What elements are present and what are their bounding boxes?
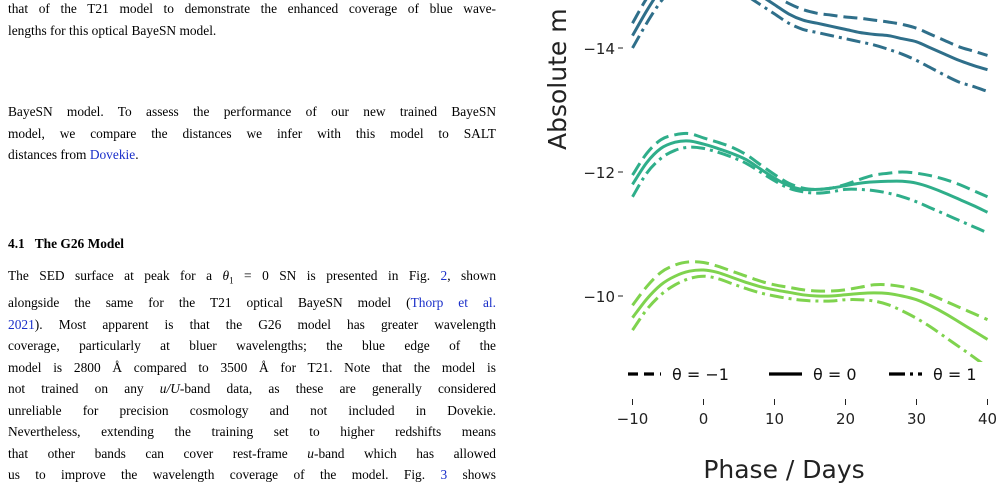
- body-text: , shown: [447, 268, 497, 283]
- body-line: coverage, particularly at bluer waveleng…: [8, 338, 496, 354]
- intro-paragraph: BayeSN model. To assess the performance …: [8, 101, 496, 166]
- body-line: The SED surface at peak for a θ1 = 0 SN …: [8, 265, 496, 292]
- curve-layer: [631, 0, 989, 362]
- section-number: 4.1: [8, 236, 25, 251]
- x-tick-label: −10: [617, 410, 649, 428]
- body-line: 2021). Most apparent is that the G26 mod…: [8, 314, 496, 336]
- thorp-year-link[interactable]: 2021: [8, 316, 35, 332]
- series-line-2: [631, 0, 988, 93]
- legend-label: θ = −1: [672, 365, 729, 384]
- body-line: Nevertheless, extending the training set…: [8, 424, 496, 440]
- series-line-3: [631, 139, 989, 214]
- body-text: ). Most apparent is that the G26 model h…: [34, 316, 496, 332]
- caption-line: that of the T21 model to demonstrate the…: [8, 1, 496, 16]
- x-tick-layer: −10 0 10 20 30 40: [617, 399, 997, 428]
- figure-3-link[interactable]: 3: [440, 467, 448, 483]
- series-line-8: [631, 274, 983, 362]
- theta-subscript: 1: [229, 275, 234, 286]
- section-heading: 4.1 The G26 Model: [8, 236, 134, 252]
- series-line-6: [631, 268, 989, 341]
- body-text: us to improve the wavelength coverage of…: [8, 467, 441, 483]
- y-tick-label: −12: [583, 164, 615, 182]
- caption-line: lengths for this optical BayeSN model.: [8, 22, 217, 38]
- theta-symbol: θ: [222, 268, 230, 283]
- body-text: -band data, as these are generally consi…: [179, 381, 496, 397]
- series-line-1: [631, 0, 988, 57]
- figure-2-link[interactable]: 2: [440, 268, 448, 283]
- band-name: u/U: [159, 381, 180, 397]
- x-tick-label: 40: [978, 410, 997, 428]
- section-title: The G26 Model: [34, 236, 125, 251]
- intro-end-suffix: .: [135, 147, 139, 162]
- body-text: The SED surface at peak for a: [8, 268, 223, 283]
- y-axis-label: Absolute m: [543, 8, 572, 150]
- body-line: unreliable for precision cosmology and n…: [8, 402, 496, 418]
- body-line: us to improve the wavelength coverage of…: [8, 464, 496, 486]
- x-tick-label: 10: [765, 410, 784, 428]
- y-tick-label: −10: [583, 288, 615, 306]
- x-tick-label: 20: [836, 410, 855, 428]
- series-line-5: [631, 145, 989, 235]
- figure-caption-fragment: that of the T21 model to demonstrate the…: [8, 0, 496, 41]
- body-paragraph: The SED surface at peak for a θ1 = 0 SN …: [8, 265, 496, 486]
- chart-legend: θ = −1 θ = 0 θ = 1: [628, 365, 977, 384]
- y-tick-label: −14: [583, 40, 615, 58]
- body-text: alongside the same for the T21 optical B…: [8, 295, 411, 311]
- x-axis-label: Phase / Days: [703, 455, 864, 484]
- body-text: = 0 SN is presented in Fig.: [233, 268, 441, 283]
- series-line-4: [631, 131, 989, 199]
- legend-label: θ = 1: [933, 365, 977, 384]
- band-name: u: [307, 445, 314, 461]
- body-line: that other bands can cover rest-frame u-…: [8, 443, 496, 465]
- body-text: that other bands can cover rest-frame: [8, 445, 308, 461]
- intro-line: BayeSN model. To assess the performance …: [8, 104, 496, 119]
- y-tick-layer: −14 −12 −10: [583, 40, 623, 306]
- intro-line-last: distances from Dovekie.: [8, 144, 496, 166]
- series-line-0: [631, 0, 988, 72]
- body-text: -band which has allowed: [313, 445, 496, 461]
- body-text: shows: [447, 467, 496, 483]
- body-text: not trained on any: [8, 381, 160, 397]
- dovekie-link[interactable]: Dovekie: [89, 147, 136, 162]
- legend-label: θ = 0: [813, 365, 857, 384]
- intro-end-prefix: distances from: [8, 147, 90, 162]
- body-line: alongside the same for the T21 optical B…: [8, 292, 496, 314]
- x-tick-label: 30: [907, 410, 926, 428]
- body-line: not trained on any u/U-band data, as the…: [8, 378, 496, 400]
- series-line-7: [631, 260, 989, 321]
- body-line: model is 2800 Å compared to 3500 Å for T…: [8, 359, 496, 375]
- thorp-citation-link[interactable]: Thorp et al.: [410, 295, 496, 311]
- x-tick-label: 0: [699, 410, 709, 428]
- intro-line: model, we compare the distances we infer…: [8, 125, 496, 141]
